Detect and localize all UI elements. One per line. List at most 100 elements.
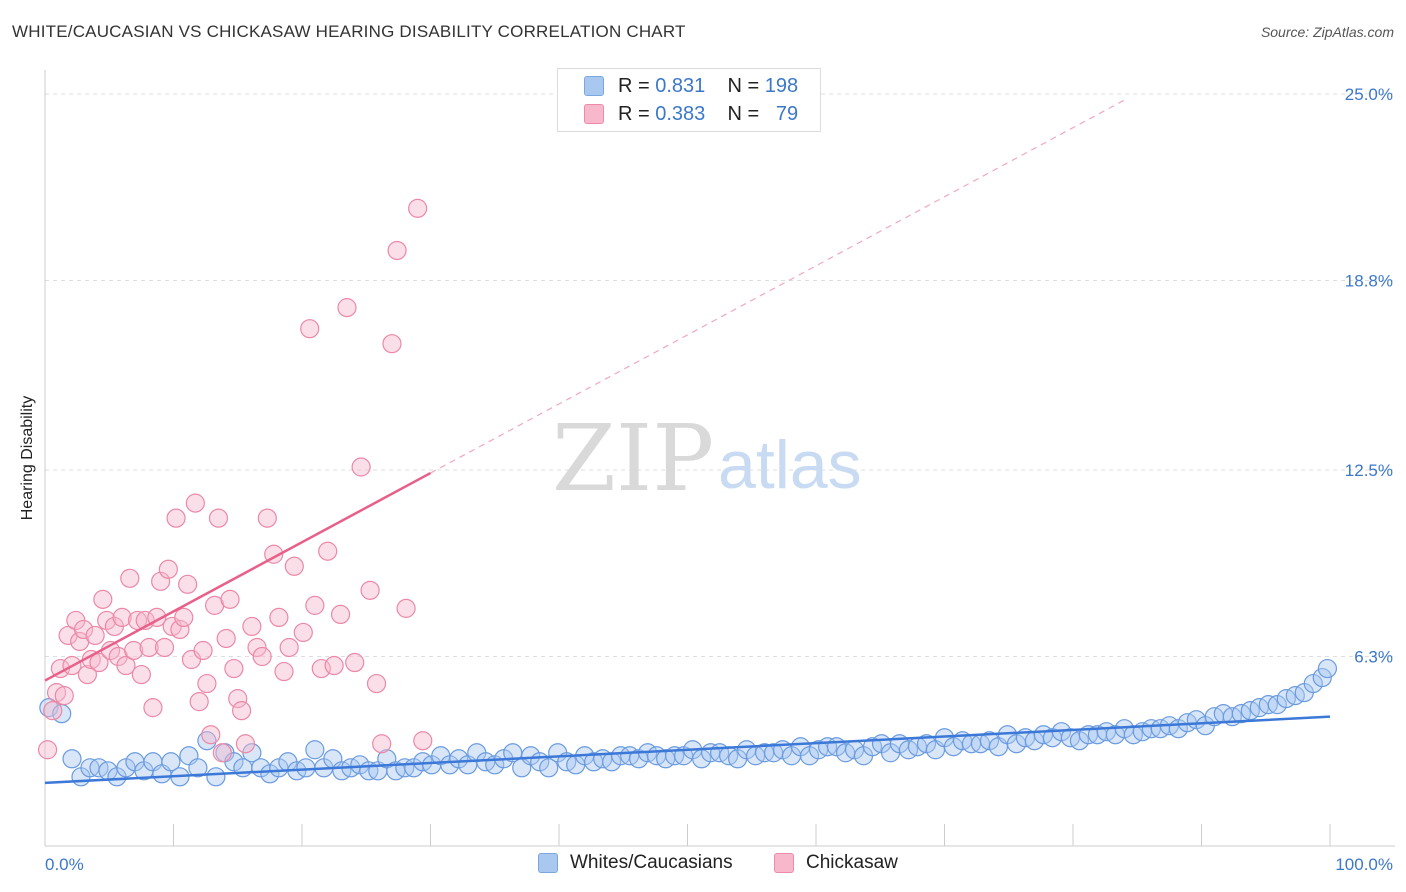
point-chickasaw <box>247 637 267 658</box>
point-chickasaw <box>274 661 294 682</box>
legend-n-label: N = <box>727 74 760 97</box>
point-chickasaw <box>330 604 351 625</box>
point-chickasaw <box>228 689 248 709</box>
y-tick-label: 25.0% <box>1345 85 1393 104</box>
point-chickasaw <box>178 574 198 594</box>
legend-r-value: 0.383 <box>655 102 706 125</box>
point-chickasaw <box>73 619 94 640</box>
point-chickasaw <box>158 559 178 579</box>
point-chickasaw <box>366 673 387 694</box>
point-chickasaw <box>216 628 236 649</box>
y-tick-label: 6.3% <box>1354 648 1393 667</box>
point-whites <box>188 758 208 778</box>
point-chickasaw <box>382 334 402 354</box>
point-chickasaw <box>372 734 392 754</box>
point-chickasaw <box>174 607 194 628</box>
point-chickasaw <box>208 508 229 528</box>
point-chickasaw <box>224 658 244 679</box>
point-whites <box>161 752 181 772</box>
point-whites <box>1312 667 1332 688</box>
point-chickasaw <box>351 457 371 477</box>
point-chickasaw <box>37 740 58 760</box>
point-whites <box>206 767 226 787</box>
point-chickasaw <box>85 625 105 646</box>
legend-n-value: 198 <box>764 74 799 97</box>
source-label: Source: ZipAtlas.com <box>1260 24 1394 40</box>
legend-n-value: 79 <box>775 102 799 125</box>
x-tick-labels: 0.0% 100.0% <box>45 855 1393 874</box>
legend-n-label: N = <box>727 102 760 125</box>
legend-swatch-whites <box>538 853 558 873</box>
stats-legend: R = 0.831 N = 198 R = 0.383 N = 79 <box>557 68 821 132</box>
point-chickasaw <box>252 646 272 667</box>
point-chickasaw <box>284 556 304 576</box>
point-chickasaw <box>139 637 159 658</box>
point-chickasaw <box>112 607 132 628</box>
series-legend: Whites/Caucasians Chickasaw <box>0 852 1406 878</box>
point-whites <box>296 758 316 778</box>
legend-r-value: 0.831 <box>655 74 706 97</box>
series-whites-caucasians <box>39 658 1338 787</box>
watermark-zip: ZIP <box>552 405 714 512</box>
point-chickasaw <box>116 655 136 676</box>
chart-title: WHITE/CAUCASIAN VS CHICKASAW HEARING DIS… <box>12 22 686 41</box>
legend-swatch-chickasaw <box>584 104 604 124</box>
point-chickasaw <box>54 686 74 706</box>
point-chickasaw <box>97 610 117 631</box>
point-chickasaw <box>324 655 344 676</box>
point-chickasaw <box>242 616 262 637</box>
point-chickasaw <box>293 622 313 643</box>
point-chickasaw <box>43 701 63 721</box>
point-chickasaw <box>120 568 140 588</box>
point-chickasaw <box>279 637 299 658</box>
point-chickasaw <box>154 637 175 658</box>
point-chickasaw <box>89 652 109 673</box>
point-chickasaw <box>318 541 338 561</box>
y-tick-label: 12.5% <box>1345 461 1393 480</box>
point-whites <box>62 749 82 769</box>
point-chickasaw <box>124 640 144 661</box>
legend-item-chickasaw: Chickasaw <box>774 852 898 874</box>
point-chickasaw <box>360 580 380 600</box>
point-chickasaw <box>305 595 325 615</box>
point-chickasaw <box>337 298 357 318</box>
point-chickasaw <box>93 589 113 609</box>
axes <box>44 70 1395 847</box>
legend-row-chickasaw: R = 0.383 N = 79 <box>584 101 798 127</box>
point-chickasaw <box>413 731 433 751</box>
point-whites <box>305 740 325 760</box>
point-chickasaw <box>235 734 256 754</box>
trend-lines <box>44 99 1331 785</box>
x-tick-label: 0.0% <box>45 855 84 874</box>
point-chickasaw <box>193 640 213 661</box>
y-tick-label: 18.8% <box>1345 272 1393 291</box>
legend-label-chickasaw: Chickasaw <box>806 852 898 873</box>
point-chickasaw <box>232 701 252 721</box>
point-chickasaw <box>396 598 416 618</box>
point-chickasaw <box>220 589 240 609</box>
point-chickasaw <box>166 508 186 528</box>
legend-swatch-whites <box>584 76 604 96</box>
point-chickasaw <box>143 698 163 718</box>
point-chickasaw <box>185 493 205 513</box>
point-whites <box>539 758 559 778</box>
trend-line-whites <box>44 715 1331 785</box>
point-chickasaw <box>201 725 221 745</box>
point-chickasaw <box>197 673 217 694</box>
point-chickasaw <box>189 692 209 712</box>
point-chickasaw <box>212 743 232 763</box>
point-chickasaw <box>300 319 320 339</box>
point-whites <box>1317 658 1338 679</box>
point-chickasaw <box>77 664 98 685</box>
point-chickasaw <box>131 664 151 685</box>
point-chickasaw <box>269 607 289 628</box>
watermark-atlas: atlas <box>718 427 862 503</box>
point-chickasaw <box>345 652 365 673</box>
point-chickasaw <box>46 683 67 703</box>
legend-item-whites: Whites/Caucasians <box>538 852 733 874</box>
y-tick-labels: 6.3% 12.5% 18.8% 25.0% <box>1345 85 1393 666</box>
legend-r-label: R = <box>618 102 650 125</box>
legend-label-whites: Whites/Caucasians <box>570 852 733 873</box>
point-chickasaw <box>170 619 190 640</box>
